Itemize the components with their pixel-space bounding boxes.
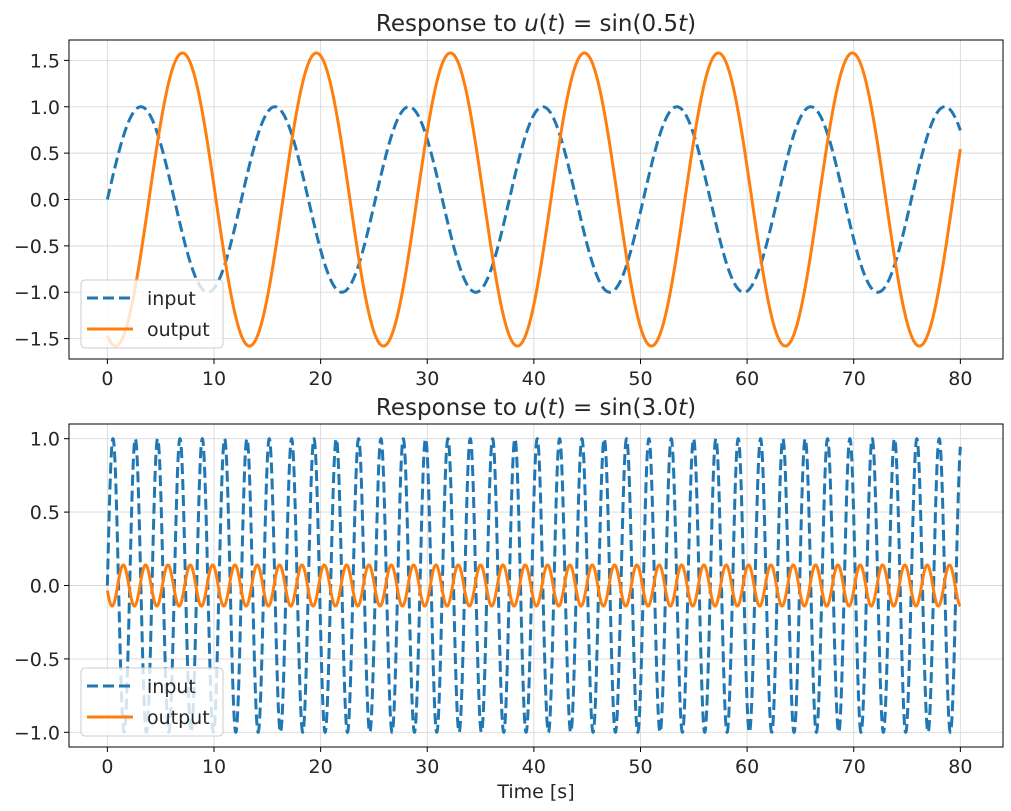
- y-tick-label: 1.0: [30, 429, 60, 451]
- x-tick-label: 10: [202, 756, 226, 778]
- y-tick-label: −1.5: [14, 329, 60, 351]
- x-tick-label: 30: [415, 368, 439, 390]
- x-tick-label: 50: [628, 368, 652, 390]
- x-tick-label: 0: [101, 756, 113, 778]
- y-tick-label: 0.0: [30, 576, 60, 598]
- y-tick-label: 0.5: [30, 502, 60, 524]
- chart-title: Response to u(t) = sin(3.0t): [376, 395, 696, 421]
- x-tick-label: 40: [522, 368, 546, 390]
- subplot-2: 0 10 20 30 40 50 60 70 80 −1.0 −0.5 0.0 0.5 1.0 Respon…: [14, 395, 1004, 803]
- legend: input output: [80, 667, 224, 737]
- grid: [69, 40, 1003, 359]
- x-tick-label: 20: [309, 756, 333, 778]
- x-tick-label: 40: [522, 756, 546, 778]
- chart-title: Response to u(t) = sin(0.5t): [376, 11, 696, 37]
- x-tick-label: 70: [842, 368, 866, 390]
- legend-label-output: output: [147, 319, 210, 341]
- y-tick-label: −1.0: [14, 722, 60, 744]
- series-line-output: [105, 563, 962, 608]
- x-tick-label: 80: [948, 368, 972, 390]
- x-tick-label: 60: [735, 368, 759, 390]
- x-tick-label: 70: [842, 756, 866, 778]
- x-axis-label: Time [s]: [496, 781, 574, 803]
- legend-label-output: output: [147, 707, 210, 729]
- x-tick-label: 10: [202, 368, 226, 390]
- legend-box: [80, 667, 224, 737]
- legend: input output: [80, 279, 224, 349]
- x-tick-label: 30: [415, 756, 439, 778]
- x-tick-label: 80: [948, 756, 972, 778]
- y-tick-label: −1.0: [14, 282, 60, 304]
- legend-label-input: input: [147, 288, 196, 310]
- series-line-input: [105, 437, 962, 734]
- x-tick-label: 60: [735, 756, 759, 778]
- x-tick-label: 50: [628, 756, 652, 778]
- series-line-output: [105, 51, 962, 348]
- x-tick-label: 20: [309, 368, 333, 390]
- y-tick-label: 1.5: [30, 50, 60, 72]
- series-line-input: [105, 105, 962, 294]
- y-tick-label: 0.5: [30, 143, 60, 165]
- subplot-1: 0 10 20 30 40 50 60 70 80 −1.5 −1.0 −0.5 0.0 0.5 1.0 1.…: [14, 11, 1004, 390]
- y-tick-label: −0.5: [14, 236, 60, 258]
- x-tick-label: 0: [101, 368, 113, 390]
- y-tick-label: −0.5: [14, 649, 60, 671]
- legend-box: [80, 279, 224, 349]
- legend-label-input: input: [147, 676, 196, 698]
- y-tick-label: 0.0: [30, 190, 60, 212]
- y-tick-label: 1.0: [30, 97, 60, 119]
